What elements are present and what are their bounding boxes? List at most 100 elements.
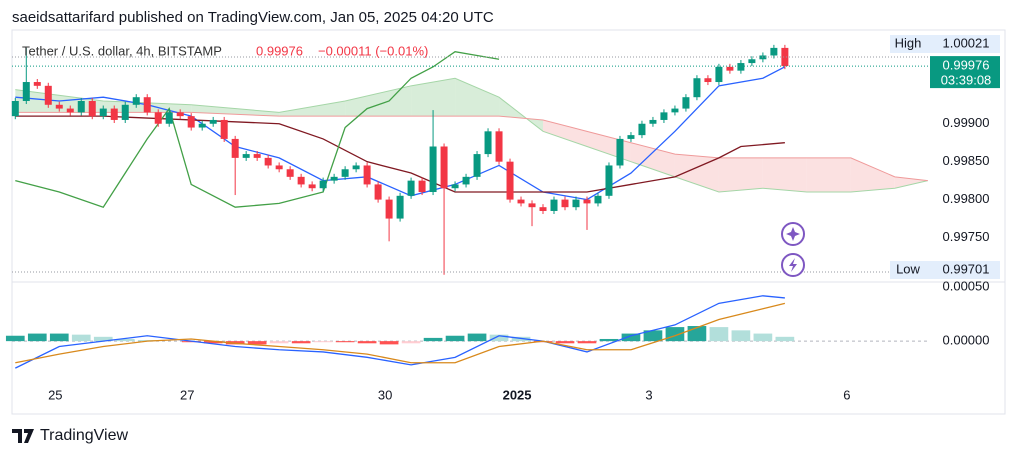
cloud-edge — [15, 77, 928, 193]
y-tick-label: 0.00000 — [943, 333, 990, 348]
candle-body — [209, 119, 217, 124]
histogram-bar — [643, 330, 663, 342]
candle-body — [231, 138, 239, 158]
candle-body — [44, 85, 52, 105]
cloud-segment — [411, 78, 456, 117]
histogram-bar — [423, 337, 443, 342]
candle-body — [594, 195, 602, 204]
candle-body — [220, 119, 228, 139]
candle-body — [484, 131, 492, 155]
x-tick-label: 6 — [843, 387, 850, 402]
candle-body — [737, 63, 745, 71]
candle-body — [242, 154, 250, 158]
candle-body — [341, 169, 349, 177]
icon-bolt — [789, 258, 797, 272]
candle-body — [198, 123, 206, 128]
cloud-segment — [806, 157, 851, 193]
candle-body — [660, 112, 668, 120]
candle-body — [253, 154, 261, 158]
histogram-bar — [665, 327, 685, 342]
candle-body — [539, 207, 547, 211]
last-value: 0.99976 — [256, 43, 303, 58]
cloud-segment — [455, 78, 500, 117]
byline: saeidsattarifard published on TradingVie… — [12, 9, 494, 26]
candle-body — [715, 66, 723, 83]
candle-body — [275, 165, 283, 170]
candle-body — [165, 112, 173, 124]
candle-body — [583, 199, 591, 204]
marker-label: High — [895, 35, 922, 50]
histogram-bar — [5, 335, 25, 342]
candle-body — [550, 199, 558, 211]
x-tick-label: 27 — [180, 387, 194, 402]
marker-box — [890, 261, 1000, 279]
cloud-segment — [543, 119, 587, 147]
candle-body — [308, 184, 316, 189]
candle-body — [352, 165, 360, 170]
y-tick-label: 0.99750 — [943, 229, 990, 244]
histogram-bar — [203, 341, 223, 344]
histogram-bar — [269, 341, 289, 344]
cloud-segment — [279, 100, 346, 117]
histogram-bar — [555, 341, 575, 344]
histogram-bar — [71, 334, 91, 342]
indicator-line — [15, 51, 500, 208]
candle-body — [704, 78, 712, 83]
cloud-segment — [894, 176, 928, 189]
candle-body — [561, 199, 569, 208]
candle-body — [451, 184, 459, 189]
y-tick-label: 0.99800 — [943, 191, 990, 206]
candle-body — [528, 203, 536, 208]
candle-body — [517, 199, 525, 204]
candle-body — [286, 169, 294, 177]
candle-body — [88, 100, 96, 117]
histogram-bar — [313, 341, 333, 343]
x-tick-label: 25 — [48, 387, 62, 402]
candle-body — [726, 66, 734, 71]
candle-body — [385, 199, 393, 219]
candle-body — [682, 97, 690, 109]
marker-value: 1.00021 — [943, 35, 990, 50]
cloud-segment — [718, 157, 763, 193]
candle-body — [495, 131, 503, 162]
candle-body — [638, 123, 646, 136]
candle-body — [77, 100, 85, 113]
candle-body — [143, 97, 151, 113]
x-tick-label: 2025 — [503, 387, 532, 402]
last-price-label: 0.99976 — [943, 58, 990, 73]
candle-body — [440, 146, 448, 189]
candle-body — [176, 112, 184, 117]
brand: TradingView — [40, 427, 128, 444]
histogram-bar — [753, 333, 773, 342]
candle-body — [418, 180, 426, 193]
marker-box — [890, 35, 1000, 53]
candle-body — [132, 97, 140, 105]
candle-body — [616, 138, 624, 166]
histogram-bar — [599, 338, 619, 342]
histogram-bar — [621, 333, 641, 342]
plot: 0.99900 0.99850 0.99800 0.99750 High 1.00021 L… — [5, 35, 1000, 402]
candle-body — [506, 161, 514, 200]
candle-body — [748, 59, 756, 64]
countdown: 03:39:08 — [941, 73, 992, 88]
candle-body — [154, 112, 162, 124]
frame — [11, 29, 1006, 415]
cloud-segment — [345, 85, 412, 117]
last-price-box — [930, 56, 1000, 89]
candle-body — [649, 119, 657, 124]
candle-body — [374, 184, 382, 200]
cloud-segment — [674, 154, 719, 193]
candle-body — [33, 82, 41, 86]
candle-body — [770, 47, 778, 56]
candle-body — [187, 116, 195, 128]
marker-label: Low — [896, 261, 920, 276]
cloud-segment — [850, 157, 895, 193]
candle-body — [319, 180, 327, 189]
candle-body — [396, 195, 404, 219]
histogram-bar — [115, 338, 135, 342]
candle-body — [429, 146, 437, 193]
histogram-bar — [709, 327, 729, 342]
indicator-line — [15, 295, 785, 369]
